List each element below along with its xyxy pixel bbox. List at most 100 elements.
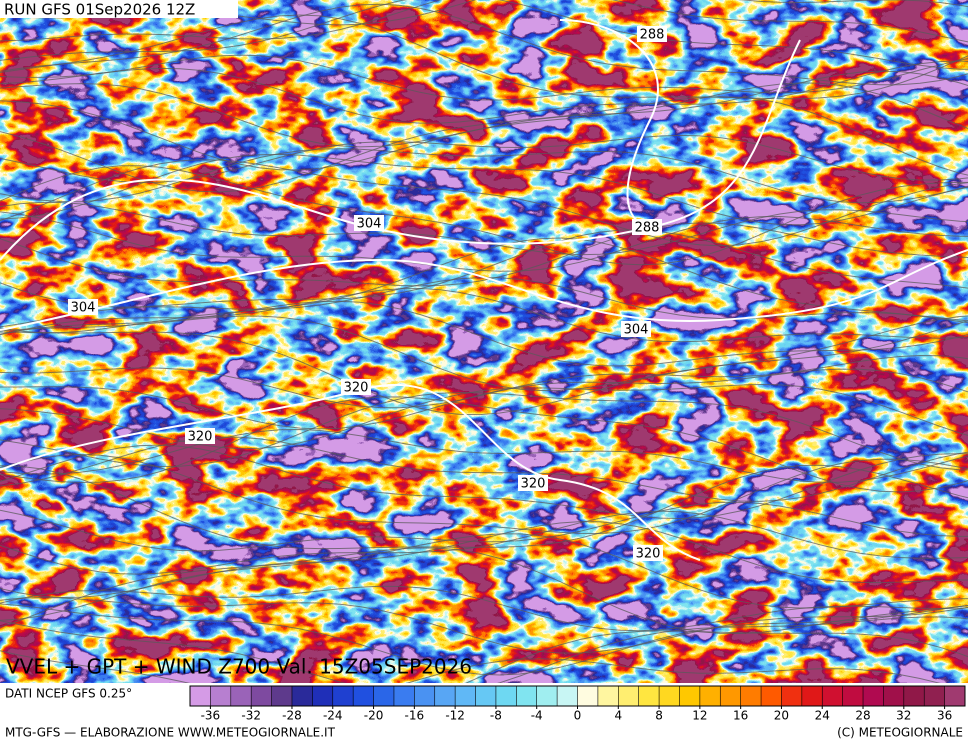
colorbar-bin (577, 686, 599, 706)
streamline (406, 658, 941, 683)
streamline (0, 501, 968, 552)
contour-line (559, 19, 659, 229)
streamline (0, 3, 968, 86)
streamline (0, 436, 968, 502)
colorbar-tick-label: -32 (241, 709, 261, 723)
colorbar-bin (699, 686, 721, 706)
streamline (0, 391, 968, 471)
colorbar-tick-label: 4 (614, 709, 622, 723)
streamline (0, 148, 968, 204)
contour-label-box (68, 299, 98, 315)
run-label: RUN GFS 01Sep2026 12Z (4, 1, 195, 19)
contour-label: 320 (636, 547, 661, 562)
streamline (0, 464, 968, 550)
colorbar-tick-label: 8 (655, 709, 663, 723)
colorbar-bin (944, 686, 966, 706)
streamline (0, 428, 968, 483)
streamline (0, 453, 968, 535)
colorbar-bin (924, 686, 946, 706)
colorbar-tick-label: -28 (282, 709, 302, 723)
contour-line (0, 383, 701, 561)
contour-label: 304 (71, 301, 96, 316)
colorbar-bin (638, 686, 660, 706)
colorbar-bin (210, 686, 232, 706)
colorbar-bin (781, 686, 803, 706)
credit-right: (C) METEOGIORNALE (837, 726, 963, 740)
streamline (0, 54, 968, 101)
contour-label: 304 (624, 323, 649, 338)
colorbar-tick-label: 16 (733, 709, 748, 723)
streamline (0, 60, 968, 124)
streamline (0, 354, 968, 409)
colorbar-bin (801, 686, 823, 706)
contour-label: 320 (188, 430, 213, 445)
colorbar-bin (883, 686, 905, 706)
colorbar-tick-label: -36 (201, 709, 221, 723)
colorbar-bin (455, 686, 477, 706)
colorbar-bin (434, 686, 456, 706)
colorbar-tick-label: 12 (692, 709, 707, 723)
streamline (0, 222, 968, 287)
streamline (0, 444, 968, 520)
map-title: VVEL + GPT + WIND Z700 Val. 15Z05SEP2026 (6, 655, 472, 679)
colorbar-tick-label: -8 (490, 709, 502, 723)
colorbar-tick-label: -16 (405, 709, 425, 723)
streamline (0, 630, 968, 683)
colorbar-bin (863, 686, 884, 706)
source-label: DATI NCEP GFS 0.25° (5, 687, 132, 701)
streamline (0, 277, 968, 328)
colorbar-bin (842, 686, 864, 706)
colorbar-tick-label: -4 (531, 709, 543, 723)
streamline (0, 0, 968, 43)
colorbar-bin (822, 686, 844, 706)
streamline (0, 603, 968, 676)
colorbar-tick-label: 20 (774, 709, 789, 723)
credit-left: MTG-GFS — ELABORAZIONE WWW.METEOGIORNALE… (5, 726, 336, 740)
contour-label-box (518, 475, 548, 491)
colorbar-bin (618, 686, 640, 706)
colorbar-bin (761, 686, 782, 706)
colorbar-bin (353, 686, 375, 706)
colorbar-bin (312, 686, 334, 706)
contour-label-box (354, 215, 384, 231)
run-label-box (0, 0, 238, 18)
streamline (0, 616, 968, 683)
colorbar-tick-label: -12 (445, 709, 465, 723)
colorbar-bin (536, 686, 558, 706)
colorbar-tick-label: 36 (937, 709, 952, 723)
contour-label-box (185, 428, 215, 444)
streamline (0, 383, 968, 450)
gpt-contours (0, 19, 968, 561)
colorbar-bin (740, 686, 762, 706)
streamline (0, 585, 968, 632)
colorbar-bin (291, 686, 313, 706)
contour-labels: 288 288 304 304 304 320 320 320 320 (68, 26, 667, 562)
colorbar-tick-label: 0 (574, 709, 582, 723)
streamline (0, 0, 968, 70)
vvel-field (0, 0, 968, 683)
contour-label-box (637, 26, 667, 42)
colorbar-bin (557, 686, 578, 706)
contour-label-box (632, 219, 662, 235)
streamline (0, 368, 968, 430)
contour-label: 288 (635, 221, 660, 236)
streamline (0, 597, 968, 654)
contour-label: 288 (640, 28, 665, 43)
colorbar-bin (659, 686, 680, 706)
streamline (0, 134, 968, 184)
colorbar-bin (516, 686, 538, 706)
streamline (0, 229, 968, 308)
map: 288 288 304 304 304 320 320 320 320 RUN GFS 01Se… (0, 0, 968, 683)
colorbar-bin (332, 686, 354, 706)
colorbar-tick-label: 28 (855, 709, 870, 723)
colorbar-bin (230, 686, 252, 706)
colorbar-tick-label: -20 (364, 709, 384, 723)
contour-label: 320 (521, 477, 546, 492)
streamline (0, 14, 968, 100)
contour-line (0, 249, 968, 331)
colorbar-bin (414, 686, 436, 706)
colorbar-bin (720, 686, 742, 706)
contour-label-box (621, 321, 651, 337)
contour-line (0, 39, 801, 261)
